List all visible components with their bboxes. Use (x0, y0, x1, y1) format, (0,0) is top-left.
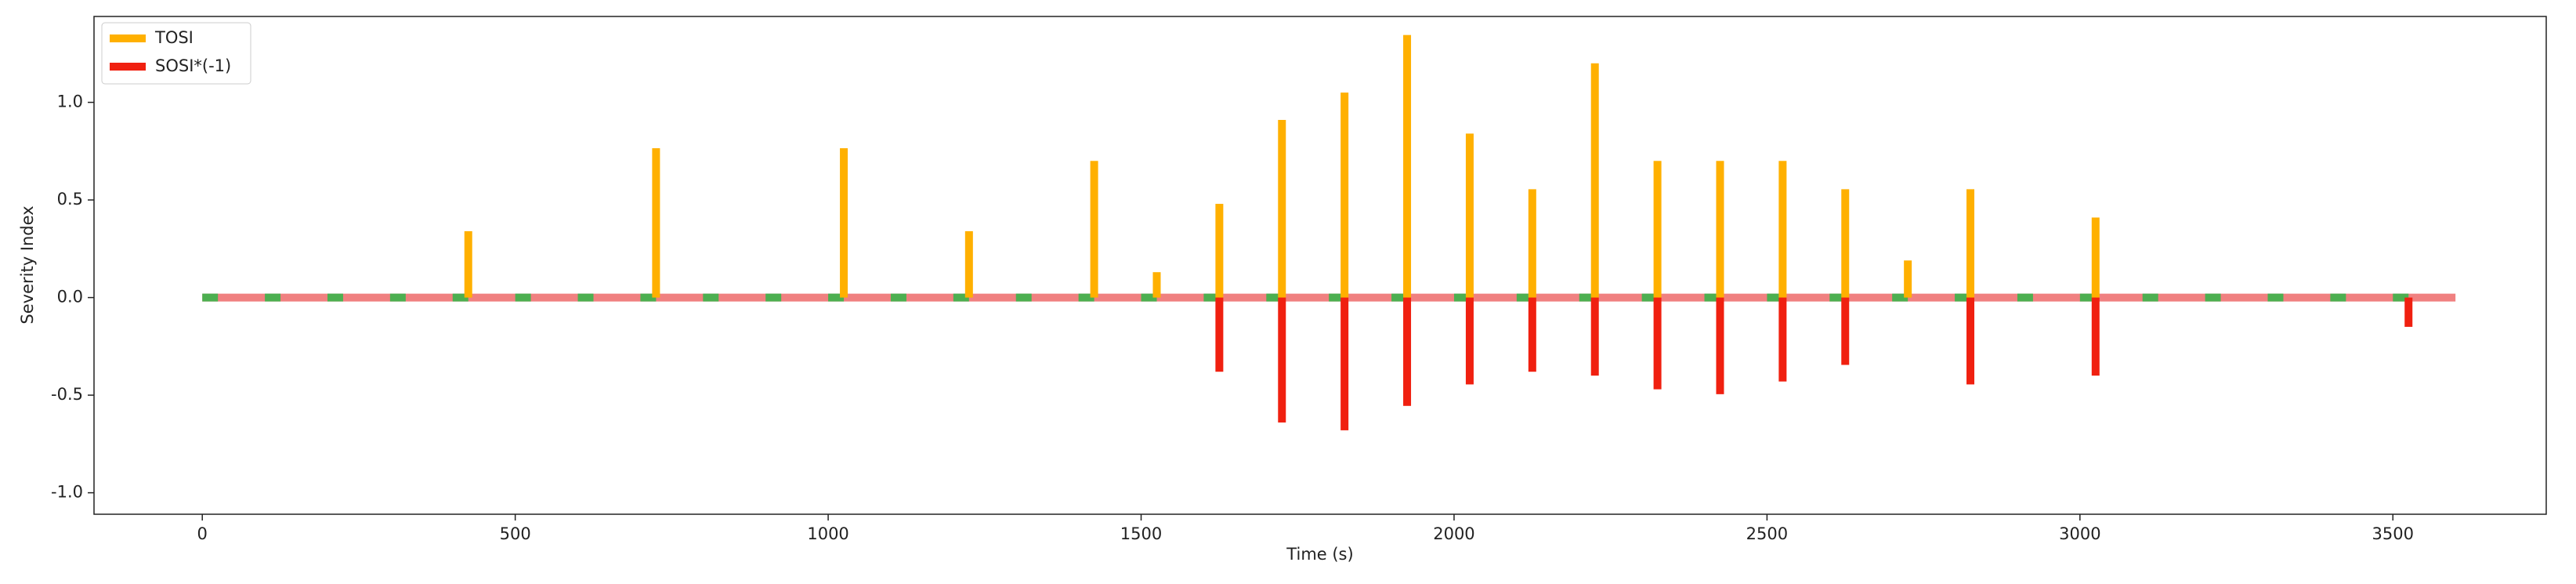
bar (2091, 217, 2100, 298)
green-mark (1453, 293, 1470, 302)
green-mark (1829, 293, 1846, 302)
green-mark (327, 293, 343, 302)
green-mark (1078, 293, 1094, 302)
bar (1716, 297, 1724, 394)
green-mark (2205, 293, 2221, 302)
green-mark (202, 293, 219, 302)
bar (1403, 34, 1412, 298)
y-axis-label: Severity Index (18, 205, 37, 324)
bar (840, 148, 848, 298)
green-mark (640, 293, 657, 302)
x-tick-label: 3500 (2372, 524, 2414, 543)
y-tick-label: -0.5 (51, 385, 83, 404)
green-mark (2017, 293, 2033, 302)
bar (652, 148, 660, 298)
green-mark (1141, 293, 1157, 302)
y-tick-label: 1.0 (57, 92, 83, 111)
green-mark (2267, 293, 2284, 302)
legend-label: TOSI (154, 28, 194, 47)
bar (1215, 297, 1224, 372)
green-mark (1391, 293, 1408, 302)
green-mark (890, 293, 906, 302)
x-tick-label: 2500 (1746, 524, 1788, 543)
bar (1841, 189, 1850, 298)
bar (1090, 161, 1098, 298)
x-tick-label: 1000 (807, 524, 848, 543)
bar (1841, 297, 1850, 365)
bar (1716, 161, 1724, 298)
bar (1528, 189, 1536, 298)
green-mark (452, 293, 469, 302)
green-mark (2079, 293, 2096, 302)
green-mark (1329, 293, 1345, 302)
green-mark (953, 293, 969, 302)
bar (1653, 161, 1662, 298)
green-mark (1516, 293, 1532, 302)
bar (1966, 297, 1975, 385)
bar (1528, 297, 1536, 372)
bar (964, 230, 973, 298)
green-mark (515, 293, 531, 302)
green-mark (828, 293, 845, 302)
green-mark (2330, 293, 2346, 302)
green-mark (2393, 293, 2409, 302)
bar (2091, 297, 2100, 376)
bar (464, 230, 472, 298)
bar (1465, 297, 1474, 385)
green-mark (765, 293, 782, 302)
x-axis-label: Time (s) (1286, 545, 1353, 564)
green-mark (1203, 293, 1220, 302)
green-mark (2142, 293, 2158, 302)
bar (1590, 63, 1599, 298)
x-tick-label: 500 (500, 524, 531, 543)
bar (1465, 133, 1474, 298)
bar (2404, 297, 2413, 327)
bar (1653, 297, 1662, 390)
y-tick-label: -1.0 (51, 483, 83, 502)
y-tick-label: 0.5 (57, 190, 83, 209)
green-mark (1266, 293, 1283, 302)
bar (1152, 272, 1161, 298)
green-mark (1704, 293, 1720, 302)
bar (1778, 161, 1787, 298)
bar (1590, 297, 1599, 376)
green-mark (1579, 293, 1595, 302)
green-mark (1892, 293, 1908, 302)
green-mark (1955, 293, 1971, 302)
y-tick-label: 0.0 (57, 288, 83, 307)
green-mark (1015, 293, 1032, 302)
green-mark (1641, 293, 1658, 302)
bar (1340, 92, 1349, 298)
green-mark (703, 293, 719, 302)
bar (1904, 260, 1912, 298)
bar (1403, 297, 1412, 406)
bar (1278, 119, 1286, 298)
plot-frame (93, 16, 2547, 515)
x-tick-label: 0 (197, 524, 208, 543)
bar (1278, 297, 1286, 423)
x-tick-label: 3000 (2059, 524, 2100, 543)
x-tick-label: 1500 (1120, 524, 1162, 543)
green-mark (265, 293, 281, 302)
legend-label: SOSI*(-1) (155, 56, 231, 75)
bar (1340, 297, 1349, 430)
bar (1778, 297, 1787, 382)
bar (1966, 189, 1975, 298)
green-mark (577, 293, 594, 302)
green-mark (389, 293, 406, 302)
bar (1215, 204, 1224, 298)
x-tick-label: 2000 (1433, 524, 1474, 543)
green-mark (1767, 293, 1783, 302)
